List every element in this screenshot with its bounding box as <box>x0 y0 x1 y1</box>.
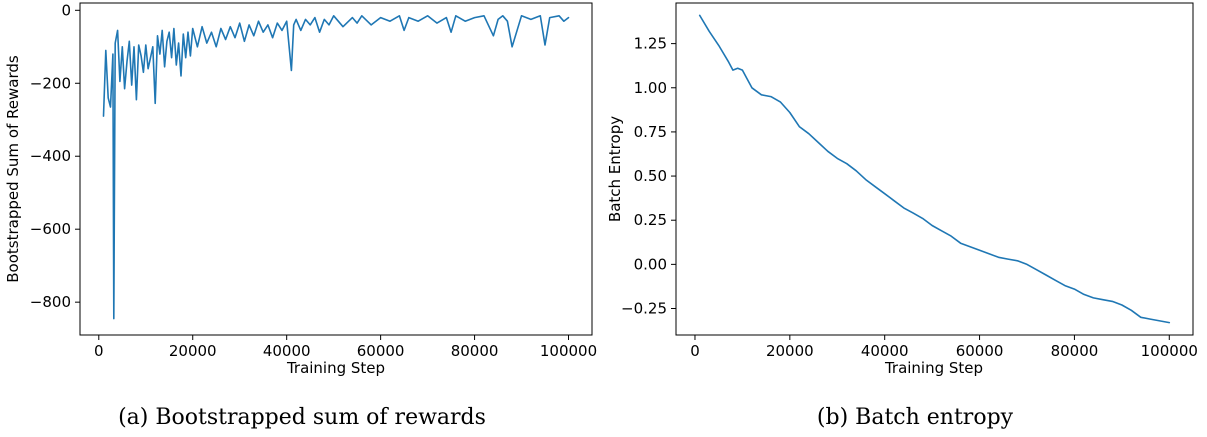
y-tick-label: 0.00 <box>634 255 667 273</box>
x-tick-label: 0 <box>94 342 104 360</box>
y-tick-label: −200 <box>30 74 71 92</box>
rewards-series-line <box>102 15 570 320</box>
x-tick-label: 60000 <box>956 342 1004 360</box>
y-tick-label: −800 <box>30 293 71 311</box>
x-tick-label: 60000 <box>357 342 405 360</box>
chart-batch-entropy: 0 20000 40000 60000 80000 100000 1.25 1.00 0.75… <box>606 2 1198 430</box>
caption-b: (b) Batch entropy <box>817 405 1014 430</box>
entropy-series-line <box>698 14 1171 324</box>
caption-a: (a) Bootstrapped sum of rewards <box>118 405 486 430</box>
y-tick-label: −400 <box>30 147 71 165</box>
x-tick-label: 80000 <box>1051 342 1099 360</box>
y-ticks-a: 0 −200 −400 −600 −800 <box>30 1 80 311</box>
x-ticks-b: 0 20000 40000 60000 80000 100000 <box>690 335 1198 360</box>
x-axis-label-b: Training Step <box>884 359 983 377</box>
y-tick-label: 0.75 <box>634 123 667 141</box>
x-tick-label: 100000 <box>1141 342 1198 360</box>
y-tick-label: −0.25 <box>621 300 667 318</box>
x-tick-label: 100000 <box>540 342 597 360</box>
x-tick-label: 40000 <box>861 342 909 360</box>
chart-bootstrapped-rewards: 0 20000 40000 60000 80000 100000 0 −200 −400 −60… <box>4 1 597 430</box>
x-tick-label: 20000 <box>766 342 814 360</box>
x-tick-label: 0 <box>690 342 700 360</box>
x-ticks-a: 0 20000 40000 60000 80000 100000 <box>94 335 597 360</box>
y-axis-label-a: Bootstrapped Sum of Rewards <box>4 55 22 283</box>
y-tick-label: 0 <box>61 1 71 19</box>
y-ticks-b: 1.25 1.00 0.75 0.50 0.25 0.00 −0.25 <box>621 35 676 318</box>
x-tick-label: 20000 <box>169 342 217 360</box>
y-tick-label: 0.50 <box>634 167 667 185</box>
x-axis-label-a: Training Step <box>286 359 385 377</box>
plot-frame-a <box>79 2 593 336</box>
y-tick-label: 0.25 <box>634 211 667 229</box>
y-axis-label-b: Batch Entropy <box>606 116 624 222</box>
x-tick-label: 40000 <box>263 342 311 360</box>
x-tick-label: 80000 <box>451 342 499 360</box>
y-tick-label: 1.00 <box>634 79 667 97</box>
y-tick-label: 1.25 <box>634 35 667 53</box>
plot-frame-b <box>675 2 1194 336</box>
y-tick-label: −600 <box>30 220 71 238</box>
